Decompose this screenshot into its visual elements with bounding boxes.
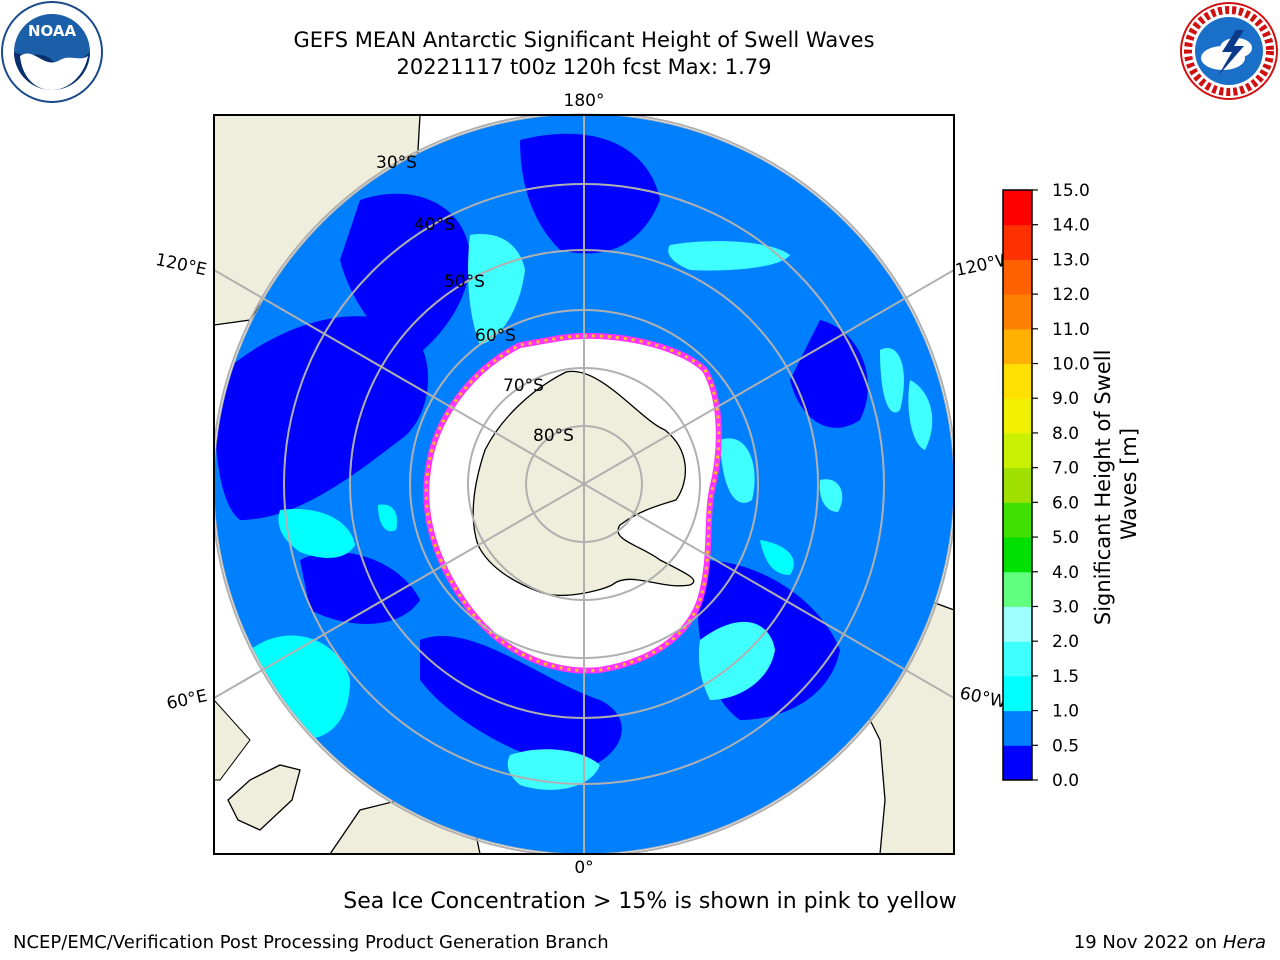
svg-text:NOAA: NOAA [28, 22, 77, 40]
colorbar-tick-label: 1.5 [1052, 667, 1079, 687]
map-frame [213, 114, 955, 855]
colorbar-segment [1003, 745, 1032, 781]
colorbar-segment [1003, 328, 1032, 365]
colorbar-tick-label: 1.0 [1052, 702, 1079, 722]
sea-ice-note: Sea Ice Concentration > 15% is shown in … [343, 889, 957, 914]
colorbar-segment [1003, 224, 1032, 260]
colorbar-segment [1003, 537, 1032, 573]
colorbar-tick-label: 12.0 [1052, 285, 1090, 305]
footer-date: 19 Nov 2022 on Hera [1073, 932, 1266, 953]
noaa-logo: NOAA [1, 1, 103, 103]
colorbar-segment [1003, 190, 1032, 226]
meridian-60e-120w [214, 269, 954, 699]
colorbar-segment [1003, 467, 1032, 503]
colorbar-tick-label: 15.0 [1052, 181, 1090, 201]
footer-machine: Hera [1222, 932, 1266, 953]
colorbar-tick-label: 7.0 [1052, 459, 1079, 479]
colorbar-segment [1003, 641, 1032, 677]
lon-label-lower-left: 60°E [165, 686, 209, 714]
colorbar-segment [1003, 571, 1032, 607]
lat-label-60s: 60°S [475, 326, 516, 346]
colorbar-segment [1003, 606, 1032, 642]
colorbar-tick-label: 3.0 [1052, 597, 1079, 617]
colorbar-tick-label: 0.5 [1052, 736, 1079, 756]
lat-label-50s: 50°S [444, 272, 485, 292]
colorbar-tick-label: 10.0 [1052, 355, 1090, 375]
colorbar-tick-label: 4.0 [1052, 563, 1079, 583]
colorbar-label: Significant Height of Swell Waves [m] [1091, 343, 1141, 625]
colorbar-tick-label: 14.0 [1052, 216, 1090, 236]
footer-credit: NCEP/EMC/Verification Post Processing Pr… [13, 932, 609, 953]
lon-label-top: 180° [564, 91, 605, 111]
colorbar-segment [1003, 675, 1032, 712]
colorbar: 0.0 0.5 1.0 1.5 2.0 3.0 4.0 5.0 6.0 7.0 8.0 9.0 10.0… [1002, 181, 1090, 791]
lon-label-lower-right: 60°W [958, 683, 1008, 712]
map-title: GEFS MEAN Antarctic Significant Height o… [293, 28, 875, 52]
colorbar-tick-label: 9.0 [1052, 389, 1079, 409]
colorbar-segment [1003, 398, 1032, 434]
colorbar-tick-label: 0.0 [1052, 771, 1079, 791]
colorbar-frame [1002, 189, 1033, 781]
colorbar-tick-label: 8.0 [1052, 424, 1079, 444]
colorbar-segment [1003, 502, 1032, 538]
colorbar-segment [1003, 259, 1032, 295]
colorbar-segment [1003, 294, 1032, 330]
map-subtitle: 20221117 t00z 120h fcst Max: 1.79 [396, 55, 772, 79]
colorbar-tick-label: 11.0 [1052, 320, 1090, 340]
lat-label-70s: 70°S [503, 376, 544, 396]
colorbar-tick-label: 2.0 [1052, 632, 1079, 652]
lon-label-bottom: 0° [574, 858, 593, 878]
lon-label-upper-left: 120°E [154, 250, 209, 280]
lat-label-80s: 80°S [533, 426, 574, 446]
madagascar-land [227, 764, 301, 831]
colorbar-tick-label: 6.0 [1052, 493, 1079, 513]
colorbar-segment [1003, 363, 1032, 399]
lat-label-30s: 30°S [376, 153, 417, 173]
colorbar-tick-label: 5.0 [1052, 528, 1079, 548]
lat-label-40s: 40°S [414, 215, 455, 235]
nws-logo [1180, 2, 1278, 100]
colorbar-segment [1003, 710, 1032, 746]
colorbar-tick-label: 13.0 [1052, 250, 1090, 270]
colorbar-segment [1003, 432, 1032, 469]
